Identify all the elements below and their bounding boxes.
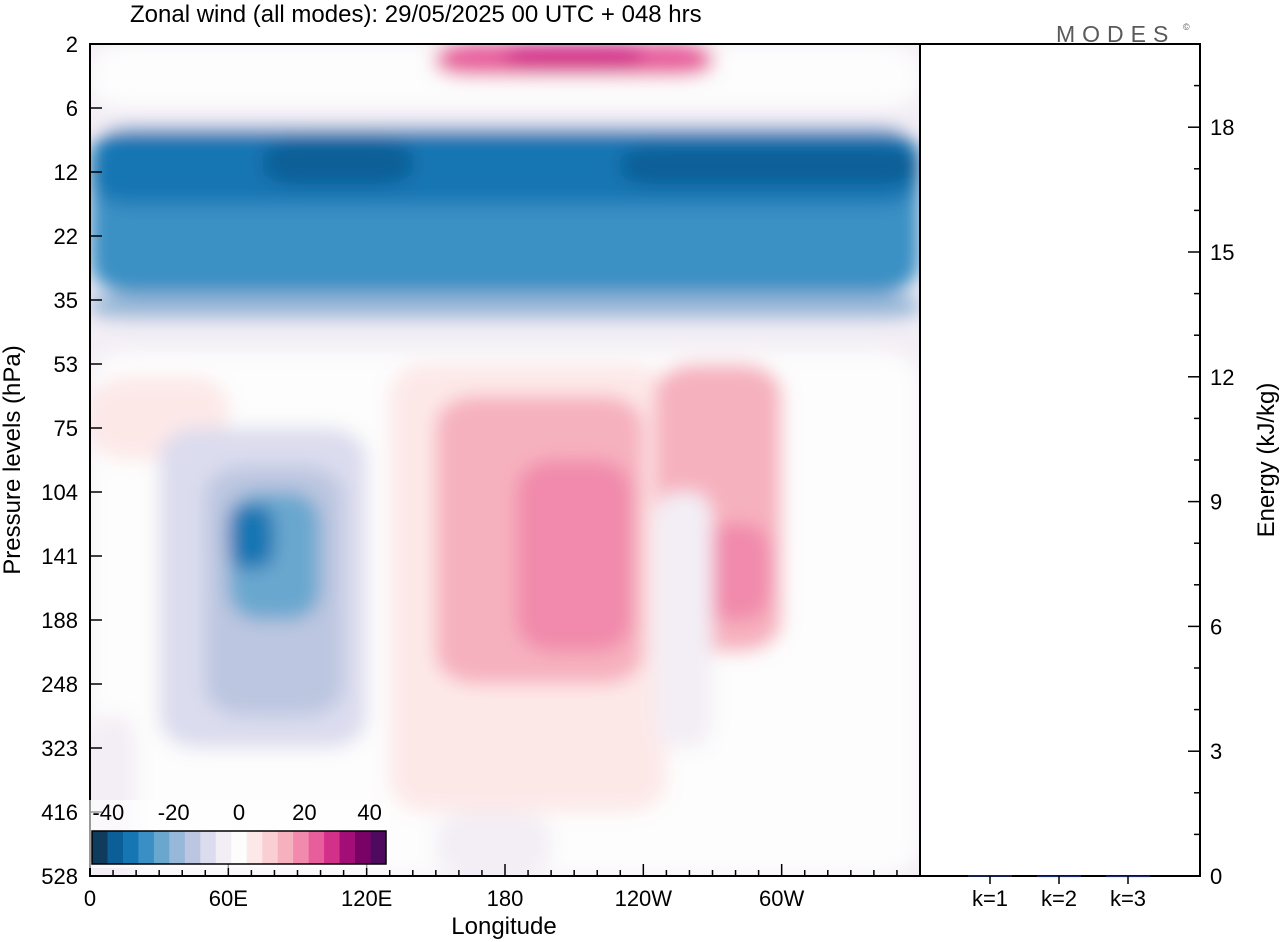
colorbar-swatch: [231, 831, 248, 864]
colorbar-tick-label: -20: [158, 800, 190, 825]
energy-tick-label: 6: [1210, 614, 1222, 639]
colorbar: -40 -20 0 20 40: [88, 800, 390, 868]
x-tick-label: 0: [84, 886, 96, 911]
colorbar-tick-label: 0: [233, 800, 245, 825]
copyright-mark: ©: [1183, 22, 1190, 32]
y-tick-label: 35: [54, 288, 78, 313]
heatmap-panel: [90, 44, 920, 876]
colorbar-swatch: [138, 831, 155, 864]
k-label: k=3: [1110, 886, 1146, 911]
wind-region-9: [90, 319, 920, 352]
x-tick-label: 60E: [209, 886, 248, 911]
y-tick-label: 323: [41, 736, 78, 761]
y-tick-label: 248: [41, 672, 78, 697]
y-tick-label: 2: [66, 32, 78, 57]
colorbar-swatch: [308, 831, 325, 864]
y-tick-label: 12: [54, 160, 78, 185]
x-axis-ticks: 0 60E 120E 180 120W 60W: [84, 864, 921, 911]
colorbar-swatch: [355, 831, 372, 864]
x-tick-label: 60W: [759, 886, 804, 911]
k-label: k=2: [1041, 886, 1077, 911]
k-labels: k=1 k=2 k=3: [972, 876, 1146, 911]
y-tick-label: 141: [41, 544, 78, 569]
colorbar-swatch: [277, 831, 294, 864]
colorbar-swatch: [293, 831, 310, 864]
y-axis-ticks: 2 6 12 22 35 53 75 104 141 188 248 323 416 528: [41, 32, 102, 889]
energy-tick-label: 9: [1210, 490, 1222, 515]
y-tick-label: 104: [41, 480, 78, 505]
energy-tick-label: 0: [1210, 864, 1222, 889]
colorbar-frame: [91, 830, 387, 865]
chart-title: Zonal wind (all modes): 29/05/2025 00 UT…: [130, 1, 702, 28]
colorbar-swatch: [153, 831, 170, 864]
y-tick-label: 416: [41, 800, 78, 825]
energy-axis-title: Energy (kJ/kg): [1253, 383, 1280, 538]
y-axis-title: Pressure levels (hPa): [0, 345, 26, 574]
modes-logo: MODES: [1056, 21, 1175, 47]
colorbar-swatch: [107, 831, 124, 864]
energy-tick-label: 15: [1210, 240, 1234, 265]
colorbar-swatch: [246, 831, 263, 864]
colorbar-swatch: [370, 831, 387, 864]
energy-panel-frame: [919, 43, 1201, 877]
energy-axis-ticks: 0 3 6 9 12 15 18: [1188, 43, 1234, 889]
colorbar-swatch: [122, 831, 139, 864]
y-tick-label: 75: [54, 416, 78, 441]
colorbar-tick-label: -40: [92, 800, 124, 825]
y-tick-label: 528: [41, 864, 78, 889]
k-label: k=1: [972, 886, 1008, 911]
colorbar-swatch: [215, 831, 232, 864]
wind-region-7: [620, 146, 920, 185]
colorbar-swatch: [92, 831, 108, 864]
y-tick-label: 22: [54, 224, 78, 249]
colorbar-swatch: [262, 831, 279, 864]
wind-region-20: [700, 524, 771, 620]
y-tick-label: 6: [66, 96, 78, 121]
colorbar-swatch: [200, 831, 217, 864]
wind-region-3: [90, 108, 920, 128]
x-tick-label: 120W: [615, 886, 673, 911]
wind-region-21: [654, 492, 713, 748]
wind-region-8: [90, 293, 920, 320]
colorbar-tick-label: 20: [292, 800, 316, 825]
y-tick-label: 53: [54, 352, 78, 377]
colorbar-swatch: [184, 831, 201, 864]
energy-tick-label: 3: [1210, 739, 1222, 764]
colorbar-swatch: [339, 831, 356, 864]
colorbar-tick-label: 40: [357, 800, 381, 825]
y-tick-label: 188: [41, 608, 78, 633]
wind-region-15: [228, 504, 275, 569]
wind-region-22: [435, 812, 552, 876]
wind-region-18: [516, 460, 632, 652]
energy-bar: [968, 875, 1012, 877]
x-axis-title: Longitude: [451, 913, 556, 940]
colorbar-swatch: [324, 831, 341, 864]
energy-tick-label: 12: [1210, 365, 1234, 390]
wind-region-2: [505, 44, 644, 70]
colorbar-swatch: [169, 831, 186, 864]
wind-region-6: [262, 140, 413, 185]
x-tick-label: 120E: [341, 886, 392, 911]
x-tick-label: 180: [487, 886, 524, 911]
energy-tick-label: 18: [1210, 115, 1234, 140]
